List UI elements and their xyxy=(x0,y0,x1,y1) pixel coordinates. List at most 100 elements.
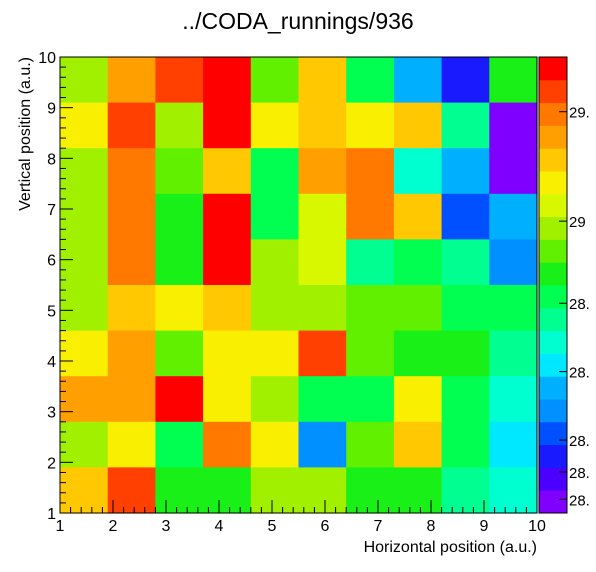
heatmap-cell xyxy=(60,467,109,514)
y-axis: 1 2 3 4 5 6 7 8 9 10 xyxy=(38,50,73,523)
heatmap-cell xyxy=(203,239,252,286)
heatmap-cell xyxy=(155,285,204,332)
heatmap-cell xyxy=(441,57,490,104)
heatmap-cell xyxy=(155,57,204,104)
y-tick-label: 1 xyxy=(47,506,56,523)
heatmap-cell xyxy=(250,57,300,104)
heatmap-cell xyxy=(298,285,347,332)
heatmap-cell xyxy=(60,285,109,332)
heatmap-cell xyxy=(155,148,204,195)
heatmap-cell xyxy=(393,285,443,332)
heatmap-cell xyxy=(203,193,252,240)
heatmap-cell xyxy=(60,421,109,468)
heatmap-cell xyxy=(346,239,395,286)
x-axis-title: Horizontal position (a.u.) xyxy=(364,539,537,556)
color-scale-swatch xyxy=(539,421,567,446)
heatmap-cell xyxy=(489,57,538,104)
z-tick-label: 28. xyxy=(569,492,590,509)
heatmap-cell xyxy=(250,239,300,286)
color-scale-swatch xyxy=(539,467,567,491)
heatmap-cell xyxy=(203,148,252,195)
color-scale-swatch xyxy=(539,102,567,126)
heatmap-cell xyxy=(203,467,252,514)
heatmap-cell xyxy=(441,148,490,195)
heatmap-cell xyxy=(489,376,538,423)
color-scale-swatch xyxy=(539,490,567,514)
color-scale-swatch xyxy=(539,125,567,149)
color-scale-bar: 29. 29 28. 28. 28. 28. 28. xyxy=(538,56,590,514)
heatmap-cell xyxy=(107,102,156,149)
z-tick-label: 29 xyxy=(569,214,586,231)
heatmap-cell xyxy=(203,421,252,468)
heatmap-cell xyxy=(155,330,204,377)
heatmap-cell xyxy=(155,102,204,149)
heatmap-cell xyxy=(107,57,156,104)
plot-frame xyxy=(59,56,538,514)
heatmap-cell xyxy=(60,148,109,195)
heatmap-cell xyxy=(346,330,395,377)
heatmap-cell xyxy=(489,239,538,286)
heatmap-cell xyxy=(346,193,395,240)
x-tick-label: 8 xyxy=(427,518,436,535)
heatmap-cell xyxy=(298,421,347,468)
heatmap-cell xyxy=(298,57,347,104)
heatmap-cell xyxy=(60,102,109,149)
heatmap-cells xyxy=(60,57,538,514)
heatmap-cell xyxy=(346,421,395,468)
heatmap-cell xyxy=(489,421,538,468)
heatmap-cell xyxy=(489,102,538,149)
heatmap-cell xyxy=(298,239,347,286)
x-tick-label: 1 xyxy=(56,518,65,535)
x-tick-label: 2 xyxy=(109,518,118,535)
y-tick-label: 8 xyxy=(47,151,56,168)
heatmap-cell xyxy=(489,193,538,240)
z-tick-label: 28. xyxy=(569,296,590,313)
color-scale-swatch xyxy=(539,353,567,377)
heatmap-cell xyxy=(346,102,395,149)
x-tick-label: 3 xyxy=(162,518,171,535)
heatmap-cell xyxy=(250,102,300,149)
heatmap-cell xyxy=(393,57,443,104)
heatmap-cell xyxy=(155,193,204,240)
heatmap-cell xyxy=(346,57,395,104)
color-scale-swatch xyxy=(539,307,567,332)
heatmap-cell xyxy=(441,239,490,286)
z-tick-label: 28. xyxy=(569,465,590,482)
color-scale-swatch xyxy=(539,330,567,354)
x-tick-label: 9 xyxy=(480,518,489,535)
color-scale-swatch xyxy=(539,171,567,195)
heatmap-cell xyxy=(489,148,538,195)
heatmap-cell xyxy=(346,376,395,423)
heatmap-cell xyxy=(441,102,490,149)
z-tick-label: 28. xyxy=(569,365,590,382)
color-scale-swatch xyxy=(539,376,567,400)
y-tick-label: 3 xyxy=(47,405,56,422)
heatmap-cell xyxy=(250,148,300,195)
heatmap-cell xyxy=(393,467,443,514)
heatmap-cell xyxy=(441,285,490,332)
heatmap-cell xyxy=(60,330,109,377)
heatmap-cell xyxy=(250,285,300,332)
heatmap-cell xyxy=(298,193,347,240)
heatmap-cell xyxy=(441,330,490,377)
heatmap-cell xyxy=(203,330,252,377)
color-scale-swatch xyxy=(539,399,567,423)
heatmap-cell xyxy=(441,467,490,514)
heatmap-cell xyxy=(393,239,443,286)
chart-title: ../CODA_runnings/936 xyxy=(182,8,413,34)
y-tick-label: 6 xyxy=(47,253,56,270)
heatmap-cell xyxy=(203,285,252,332)
z-tick-label: 29. xyxy=(569,105,590,122)
color-scale-frame xyxy=(538,56,568,514)
heatmap-cell xyxy=(298,467,347,514)
heatmap-cell xyxy=(107,467,156,514)
heatmap-cell xyxy=(155,239,204,286)
heatmap-cell xyxy=(107,239,156,286)
color-scale-swatch xyxy=(539,239,567,263)
heatmap-cell xyxy=(250,376,300,423)
heatmap-cell xyxy=(203,57,252,104)
heatmap-cell xyxy=(346,285,395,332)
heatmap-cell xyxy=(393,376,443,423)
heatmap-cell xyxy=(203,376,252,423)
